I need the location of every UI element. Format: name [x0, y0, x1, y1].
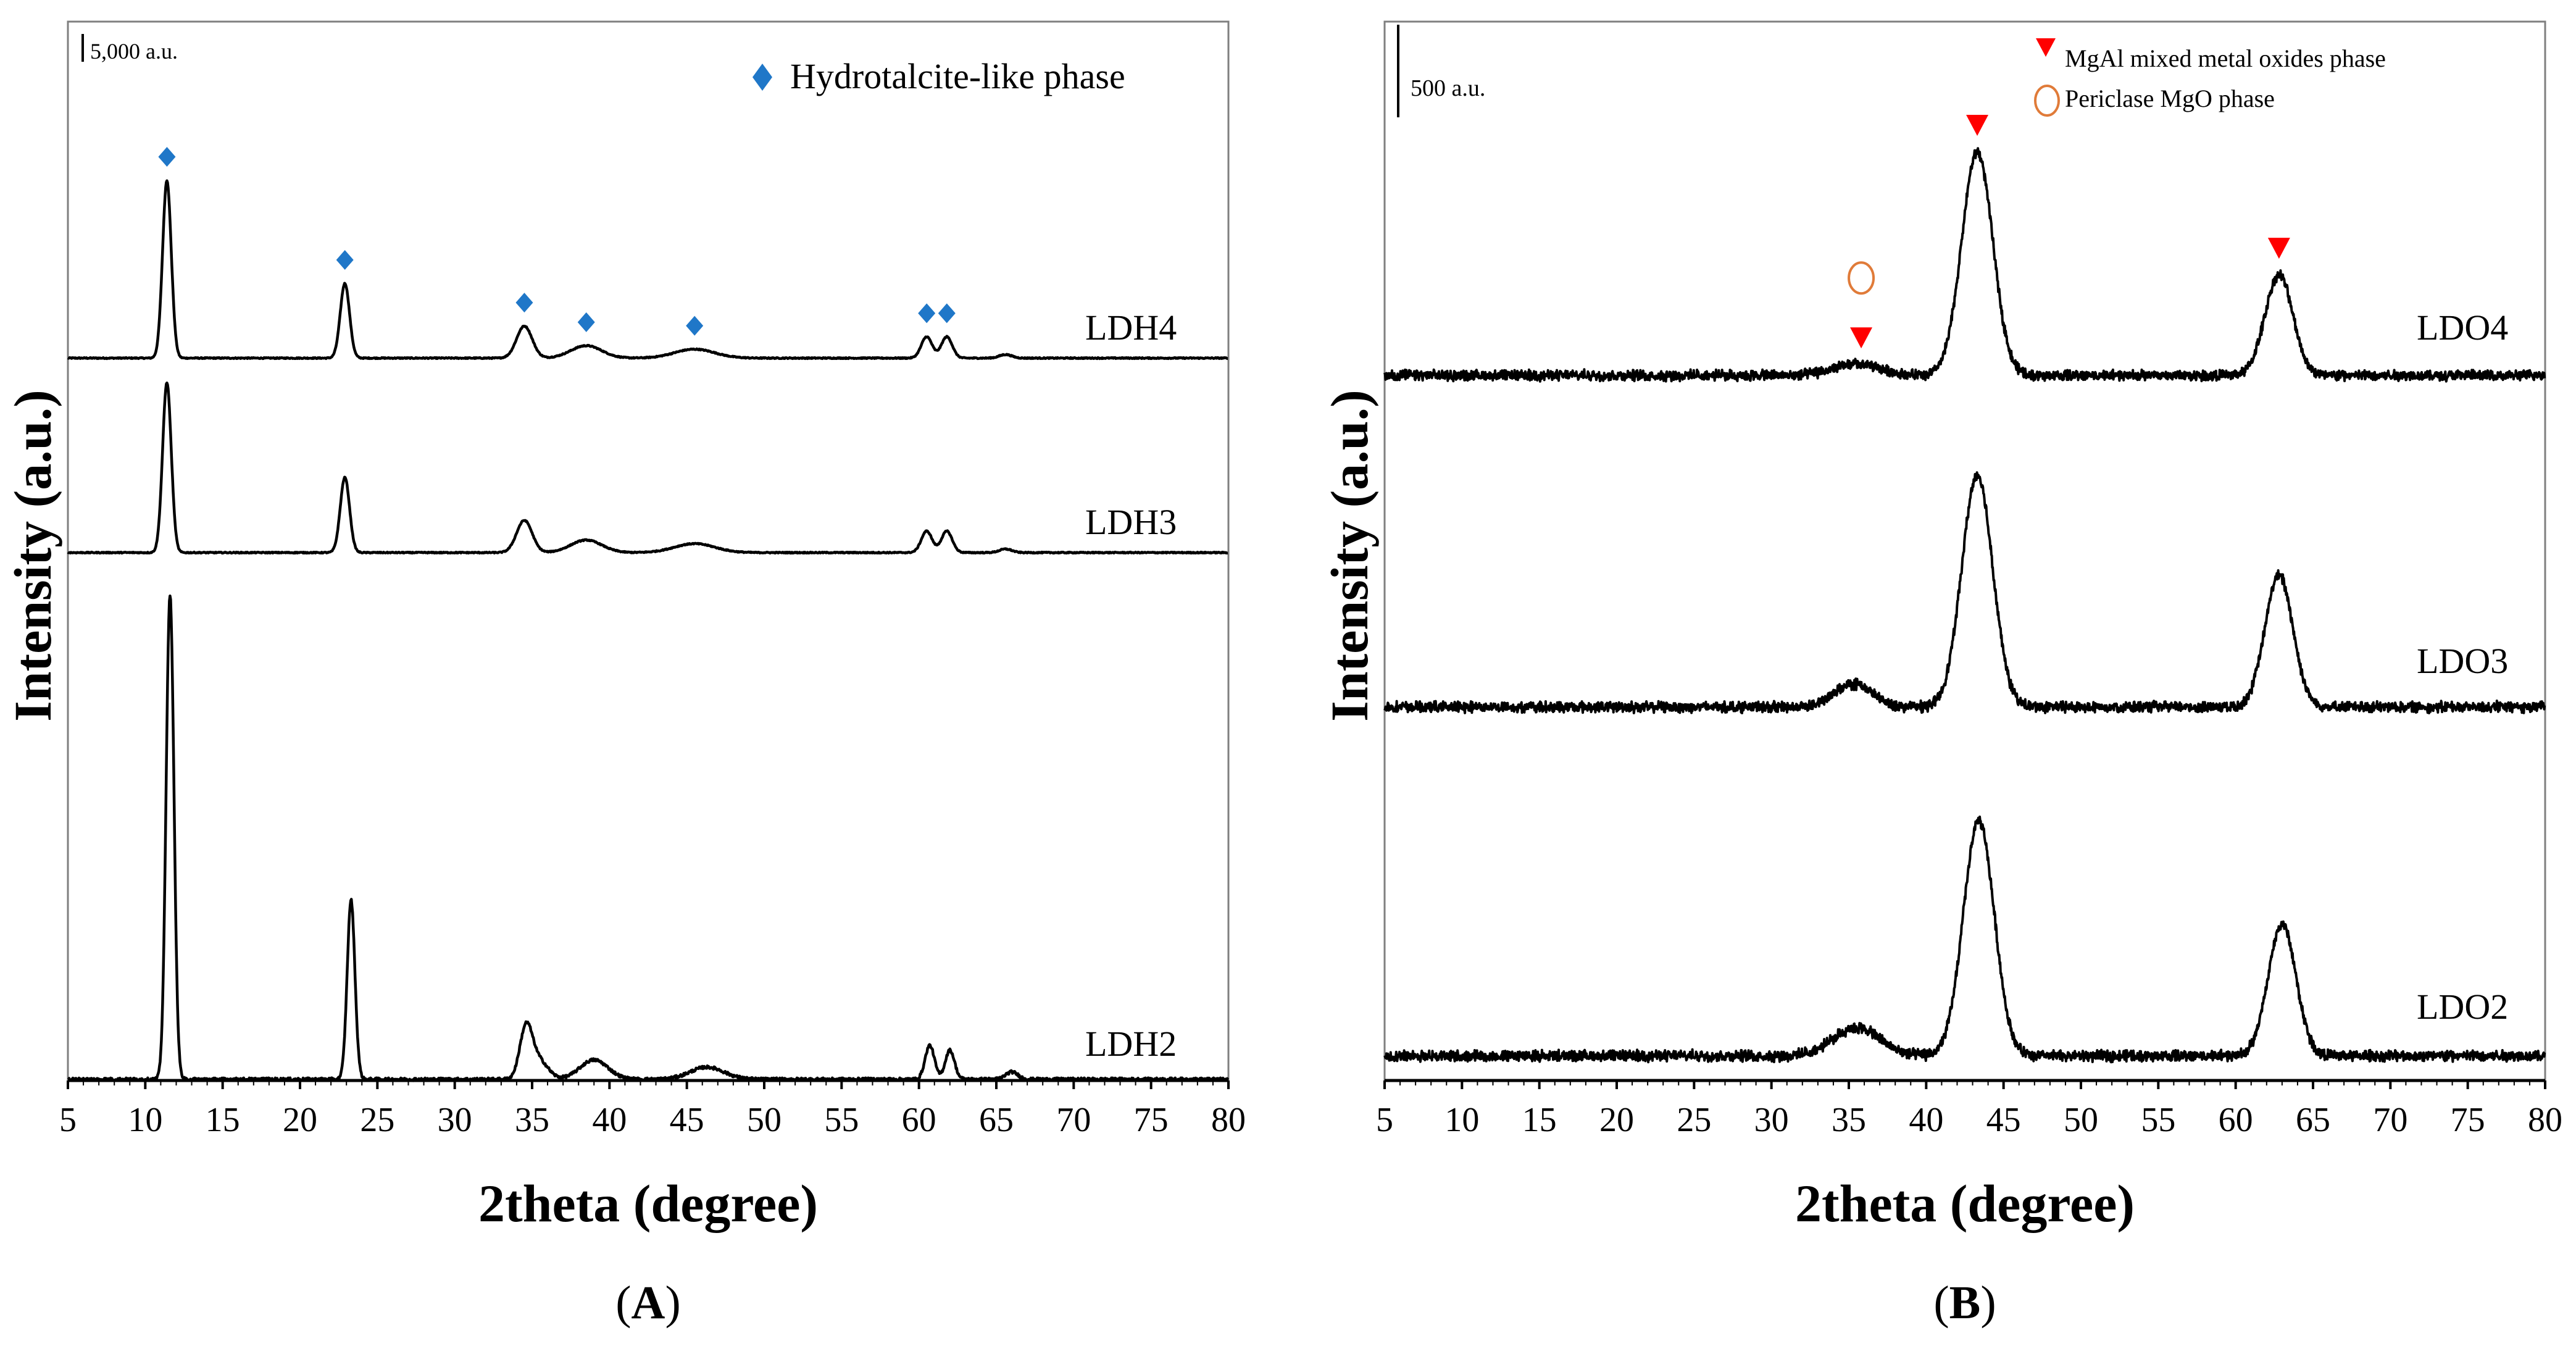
panel-a-x-tick-label: 5 [59, 1101, 77, 1139]
panel-a-traces [67, 179, 1230, 1082]
panel-a-x-tick-label: 65 [979, 1101, 1014, 1139]
panel-b-x-tick-label: 45 [1986, 1101, 2021, 1139]
panel-a-x-tick-label: 25 [360, 1101, 394, 1139]
periclase-peak-marker [1848, 261, 1875, 295]
panel-a-x-tick-label: 10 [128, 1101, 162, 1139]
panel-b-x-tick-label: 60 [2219, 1101, 2253, 1139]
panel-a-legend-label: Hydrotalcite-like phase [790, 56, 1125, 96]
series-label-ldo3: LDO3 [2417, 641, 2508, 681]
hydrotalcite-peak-marker [577, 312, 595, 332]
panel-b-x-tick-label: 10 [1444, 1101, 1479, 1139]
hydrotalcite-peak-marker [938, 303, 956, 324]
trace-ldh3 [67, 381, 1229, 555]
panel-a-x-tick-label: 15 [206, 1101, 240, 1139]
series-label-ldo4: LDO4 [2417, 307, 2508, 348]
panel-a-chart: 5 10 15 20 25 30 35 40 45 50 55 60 65 70 75 80 5,000 a.… [3, 20, 1246, 1329]
mgal-oxide-peak-marker [1850, 327, 1873, 349]
hydrotalcite-peak-marker [336, 250, 354, 270]
hydrotalcite-peak-marker [515, 293, 533, 313]
panel-b-legend-label-2: Periclase MgO phase [2065, 85, 2275, 112]
hydrotalcite-peak-marker [686, 316, 704, 336]
panel-a-x-tick-label: 20 [283, 1101, 317, 1139]
panel-a-legend: Hydrotalcite-like phase [752, 56, 1125, 96]
periclase-circle-icon [2034, 85, 2060, 117]
trace-ldh4 [67, 179, 1229, 361]
panel-b-x-tick-label: 50 [2064, 1101, 2098, 1139]
panel-a-x-tick-label: 75 [1134, 1101, 1169, 1139]
panel-b-x-tick-label: 30 [1754, 1101, 1789, 1139]
series-label-ldh2: LDH2 [1085, 1024, 1177, 1064]
mgal-oxide-triangle-icon [2036, 38, 2056, 57]
panel-a-x-axis-title: 2theta (degree) [478, 1174, 818, 1233]
trace-ldo2 [1383, 815, 2546, 1064]
panel-b-x-axis: 5 10 15 20 25 30 35 40 45 50 55 60 65 70 75 80 [1376, 1079, 2562, 1139]
panel-a-x-tick-label: 55 [824, 1101, 859, 1139]
panel-b-y-axis-title: Intensity (a.u.) [1320, 390, 1379, 722]
panel-b-x-axis-title: 2theta (degree) [1795, 1174, 2135, 1233]
panel-b-x-tick-label: 75 [2451, 1101, 2485, 1139]
series-label-ldh3: LDH3 [1085, 502, 1177, 542]
panel-b-legend: MgAl mixed metal oxides phase Periclase … [2034, 38, 2386, 117]
panel-a-x-tick-label: 50 [747, 1101, 782, 1139]
panel-a-x-tick-label: 70 [1056, 1101, 1091, 1139]
panel-b-chart: 5 10 15 20 25 30 35 40 45 50 55 60 65 70 75 80 500 a.u.… [1320, 20, 2562, 1329]
panel-b-x-tick-label: 65 [2296, 1101, 2330, 1139]
panel-b-traces [1383, 147, 2546, 1064]
panel-a-x-tick-label: 45 [670, 1101, 704, 1139]
hydrotalcite-peak-marker [158, 147, 176, 167]
hydrotalcite-peak-marker [918, 303, 936, 324]
panel-a-x-tick-label: 60 [902, 1101, 936, 1139]
panel-b-legend-label-1: MgAl mixed metal oxides phase [2065, 44, 2386, 72]
panel-b-x-tick-label: 25 [1677, 1101, 1711, 1139]
trace-ldo3 [1383, 471, 2546, 714]
panel-a-caption: (A) [615, 1277, 681, 1329]
panel-a-scale-bar-label: 5,000 a.u. [90, 39, 178, 64]
panel-b-x-tick-label: 40 [1909, 1101, 1943, 1139]
panel-b-x-tick-label: 55 [2141, 1101, 2175, 1139]
panel-a-x-tick-label: 80 [1211, 1101, 1246, 1139]
panel-a-peak-markers [158, 147, 956, 336]
hydrotalcite-diamond-icon [752, 64, 772, 91]
panel-b-x-tick-label: 20 [1599, 1101, 1634, 1139]
panel-b-x-tick-label: 70 [2373, 1101, 2407, 1139]
panel-b-x-tick-label: 35 [1832, 1101, 1866, 1139]
panel-a-x-tick-label: 35 [515, 1101, 549, 1139]
panel-b-x-tick-label: 15 [1522, 1101, 1557, 1139]
panel-b-x-tick-label: 5 [1376, 1101, 1393, 1139]
panel-a-x-tick-label: 30 [438, 1101, 472, 1139]
trace-ldh2 [67, 594, 1230, 1082]
panel-b-peak-markers [1848, 114, 2290, 349]
panel-a-x-axis: 5 10 15 20 25 30 35 40 45 50 55 60 65 70 75 80 [59, 1079, 1246, 1139]
mgal-oxide-peak-marker [1966, 114, 1989, 136]
series-label-ldo2: LDO2 [2417, 987, 2508, 1027]
mgal-oxide-peak-marker [2267, 238, 2290, 259]
series-label-ldh4: LDH4 [1085, 307, 1177, 348]
panel-b-caption: (B) [1933, 1277, 1996, 1329]
panel-b-scale-bar-label: 500 a.u. [1411, 75, 1485, 101]
panel-a-y-axis-title: Intensity (a.u.) [3, 390, 62, 722]
trace-ldo4 [1383, 147, 2546, 383]
panel-a-x-tick-label: 40 [592, 1101, 627, 1139]
panel-b-x-tick-label: 80 [2528, 1101, 2562, 1139]
